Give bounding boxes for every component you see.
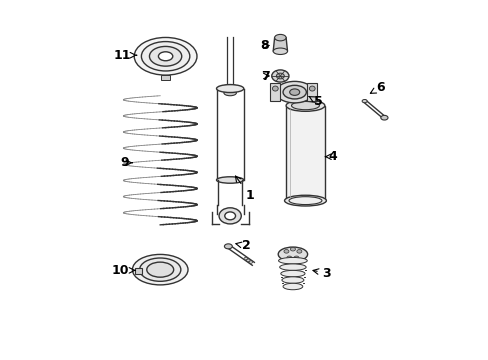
Text: 1: 1 — [235, 176, 253, 202]
Ellipse shape — [248, 261, 252, 263]
Ellipse shape — [284, 249, 288, 253]
Bar — [161, 75, 169, 80]
Ellipse shape — [221, 85, 238, 93]
Ellipse shape — [280, 270, 305, 277]
Ellipse shape — [291, 102, 319, 110]
Ellipse shape — [246, 259, 250, 262]
Ellipse shape — [274, 35, 285, 41]
Ellipse shape — [134, 37, 197, 75]
Ellipse shape — [158, 52, 172, 61]
Ellipse shape — [216, 85, 244, 93]
Text: 10: 10 — [112, 264, 135, 277]
Bar — [270, 83, 280, 101]
Ellipse shape — [286, 256, 291, 260]
Ellipse shape — [273, 48, 287, 54]
Ellipse shape — [285, 100, 324, 111]
Text: 9: 9 — [121, 156, 132, 169]
Ellipse shape — [290, 247, 295, 251]
Ellipse shape — [278, 257, 306, 264]
Ellipse shape — [284, 195, 325, 206]
Text: 7: 7 — [260, 69, 269, 82]
Ellipse shape — [224, 90, 236, 96]
Ellipse shape — [309, 86, 314, 91]
Text: 6: 6 — [369, 81, 385, 94]
Text: 3: 3 — [312, 267, 331, 280]
Text: 5: 5 — [308, 95, 323, 108]
Ellipse shape — [141, 41, 189, 71]
Bar — [135, 267, 142, 274]
Ellipse shape — [380, 115, 387, 120]
Ellipse shape — [216, 177, 244, 183]
Ellipse shape — [283, 283, 302, 290]
Ellipse shape — [275, 81, 313, 103]
Ellipse shape — [279, 264, 305, 270]
Ellipse shape — [289, 89, 299, 95]
Text: 4: 4 — [325, 150, 337, 163]
Ellipse shape — [244, 257, 247, 260]
Ellipse shape — [288, 197, 321, 204]
Ellipse shape — [283, 85, 306, 99]
Ellipse shape — [271, 70, 288, 82]
Ellipse shape — [224, 244, 232, 249]
Bar — [285, 105, 324, 201]
Ellipse shape — [282, 277, 303, 283]
Text: 2: 2 — [235, 239, 250, 252]
Ellipse shape — [362, 99, 366, 103]
Text: 11: 11 — [113, 49, 137, 62]
Bar — [306, 83, 317, 101]
Ellipse shape — [272, 86, 278, 91]
Ellipse shape — [224, 212, 235, 220]
Ellipse shape — [296, 249, 301, 253]
Ellipse shape — [149, 46, 182, 66]
Ellipse shape — [132, 255, 187, 285]
Polygon shape — [273, 38, 287, 51]
Ellipse shape — [219, 208, 241, 224]
Ellipse shape — [139, 258, 181, 281]
Text: 8: 8 — [260, 39, 269, 52]
Ellipse shape — [278, 247, 307, 261]
Ellipse shape — [293, 256, 298, 260]
Ellipse shape — [146, 262, 173, 277]
Ellipse shape — [276, 73, 284, 79]
